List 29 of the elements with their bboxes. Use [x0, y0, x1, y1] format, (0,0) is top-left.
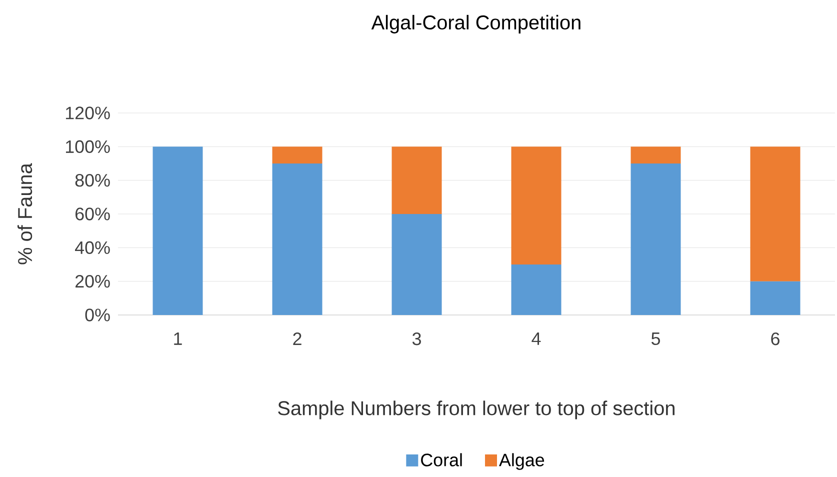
y-tick-label: 120%: [66, 106, 110, 120]
x-tick-label: 6: [771, 332, 780, 346]
y-tick-label: 0%: [85, 308, 110, 322]
bar: [272, 146, 322, 164]
x-tick-label: 4: [532, 332, 541, 345]
y-tick-label: 80%: [75, 174, 110, 187]
bar: [272, 163, 322, 315]
bar: [511, 264, 562, 315]
y-tick-label: 60%: [76, 208, 110, 220]
bar: [152, 146, 203, 315]
x-tick-label: 5: [651, 332, 660, 346]
bar: [392, 214, 442, 315]
x-tick-label: 3: [412, 332, 421, 346]
y-axis-title: % of Fauna: [17, 163, 32, 264]
chart-title: Algal-Coral Competition: [371, 14, 580, 34]
bar: [630, 146, 681, 164]
legend-label: Coral: [421, 453, 462, 466]
x-tick-label: 1: [174, 332, 182, 345]
x-tick-label: 2: [293, 332, 302, 346]
bar: [511, 146, 562, 264]
bar: [392, 146, 442, 214]
legend-label: Algae: [499, 453, 544, 470]
y-tick-label: 20%: [76, 274, 110, 288]
x-axis-title: Sample Numbers from lower to top of section: [278, 400, 674, 420]
y-tick-label: 40%: [75, 241, 110, 254]
bar: [750, 281, 800, 315]
bar: [630, 163, 681, 315]
bar: [750, 146, 800, 282]
y-tick-label: 100%: [66, 140, 110, 153]
